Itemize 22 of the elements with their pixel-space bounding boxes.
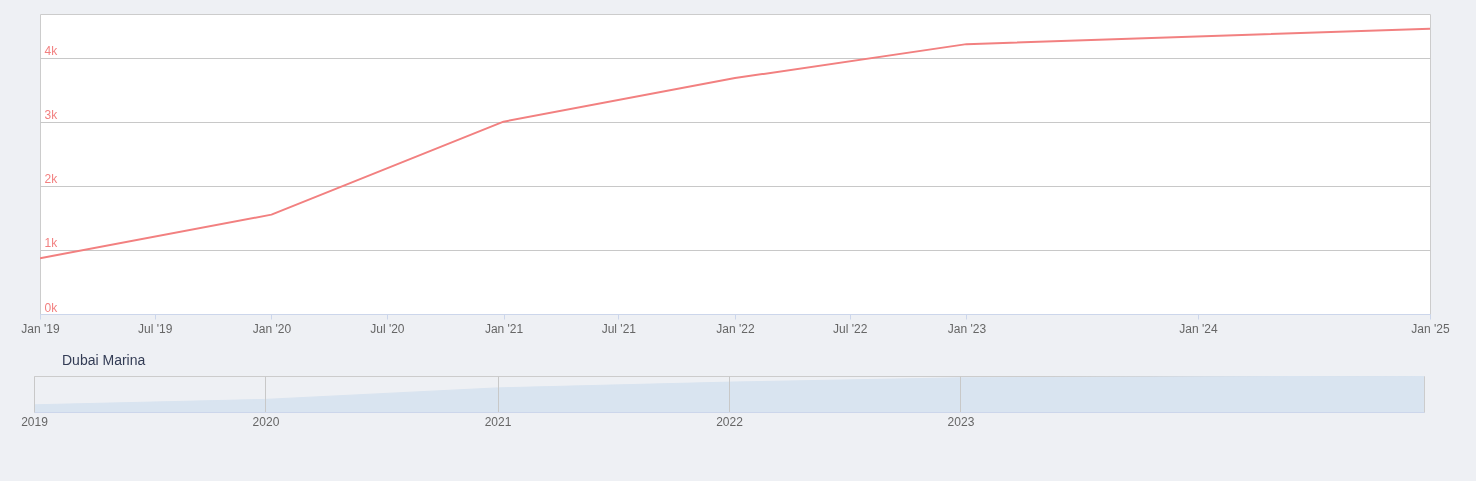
- x-tick-label: Jan '19: [21, 321, 60, 336]
- x-tick-label: Jul '22: [833, 321, 868, 336]
- x-tick-label: Jan '22: [716, 321, 755, 336]
- y-tick-label: 0k: [44, 300, 59, 315]
- x-tick-label: 2020: [252, 414, 280, 429]
- x-tick-label: 2022: [716, 414, 744, 429]
- x-tick-label: 2021: [484, 414, 512, 429]
- x-tick-label: Jan '23: [947, 321, 987, 336]
- x-tick-label: Jan '21: [484, 321, 524, 336]
- x-tick-label: Jan '24: [1179, 321, 1218, 336]
- y-tick-label: 1k: [44, 236, 59, 251]
- x-tick-label: Jan '25: [1411, 321, 1450, 336]
- x-tick-label: Jul '19: [138, 321, 173, 336]
- y-tick-label: 2k: [44, 172, 59, 187]
- text: Dubai Marina: [62, 352, 146, 368]
- x-tick-label: 2023: [947, 414, 975, 429]
- y-tick-label: 3k: [44, 108, 59, 123]
- x-tick-label: Jan '20: [252, 321, 292, 336]
- x-tick-label: Jul '21: [601, 321, 637, 336]
- y-tick-label: 4k: [44, 44, 59, 59]
- x-tick-label: Jul '20: [370, 321, 405, 336]
- x-tick-label: 2019: [21, 414, 49, 429]
